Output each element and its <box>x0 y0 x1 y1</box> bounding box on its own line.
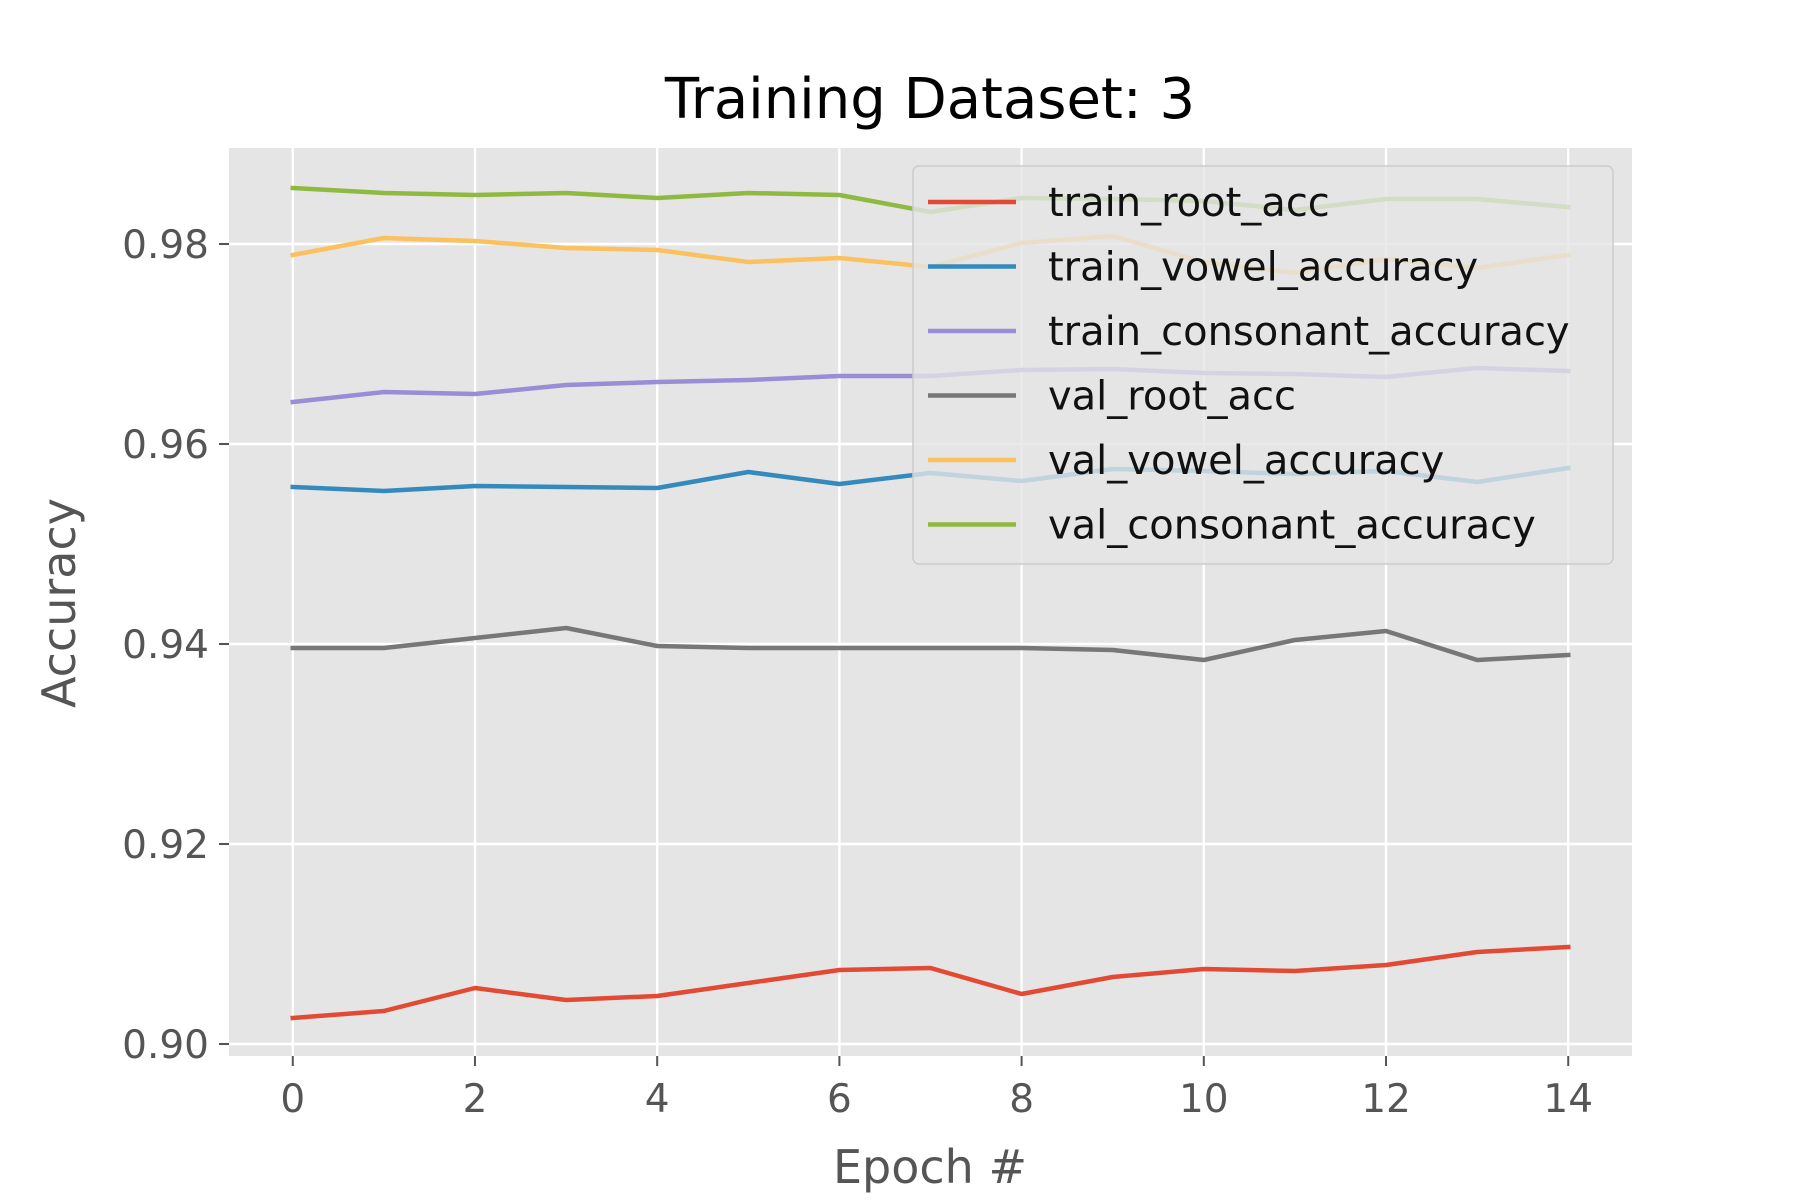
y-tick-label: 0.98 <box>122 223 209 268</box>
legend-label: val_vowel_accuracy <box>1048 438 1444 484</box>
legend: train_root_acc train_vowel_accuracy train_… <box>912 165 1614 565</box>
x-tick-label: 2 <box>463 1077 488 1122</box>
legend-label: val_root_acc <box>1048 374 1296 420</box>
x-tick-label: 6 <box>827 1077 852 1122</box>
x-tick-label: 0 <box>280 1077 305 1122</box>
chart-title: Training Dataset: 3 <box>664 67 1195 132</box>
y-tick-label: 0.96 <box>122 423 209 468</box>
legend-label: train_root_acc <box>1048 180 1330 226</box>
x-tick-label: 12 <box>1361 1077 1411 1122</box>
series-line-train-root-acc <box>290 944 1571 1021</box>
x-tick-label: 4 <box>645 1077 670 1122</box>
legend-box <box>912 165 1614 565</box>
x-tick-label: 8 <box>1009 1077 1034 1122</box>
x-axis-title: Epoch # <box>833 1140 1027 1194</box>
legend-label: train_consonant_accuracy <box>1048 309 1570 355</box>
y-tick-label: 0.90 <box>122 1023 209 1068</box>
y-tick-label: 0.92 <box>122 823 209 868</box>
x-tick-label: 10 <box>1179 1077 1229 1122</box>
x-tick-label: 14 <box>1543 1077 1593 1122</box>
y-axis-title: Accuracy <box>32 498 86 708</box>
legend-label: val_consonant_accuracy <box>1048 503 1536 549</box>
axes: 0 2 4 6 8 10 12 14 0.90 0.92 0.94 0.96 0.98 <box>122 223 1593 1122</box>
legend-label: train_vowel_accuracy <box>1048 245 1478 291</box>
y-tick-label: 0.94 <box>122 623 209 668</box>
series-line-val-root-acc <box>290 625 1571 663</box>
